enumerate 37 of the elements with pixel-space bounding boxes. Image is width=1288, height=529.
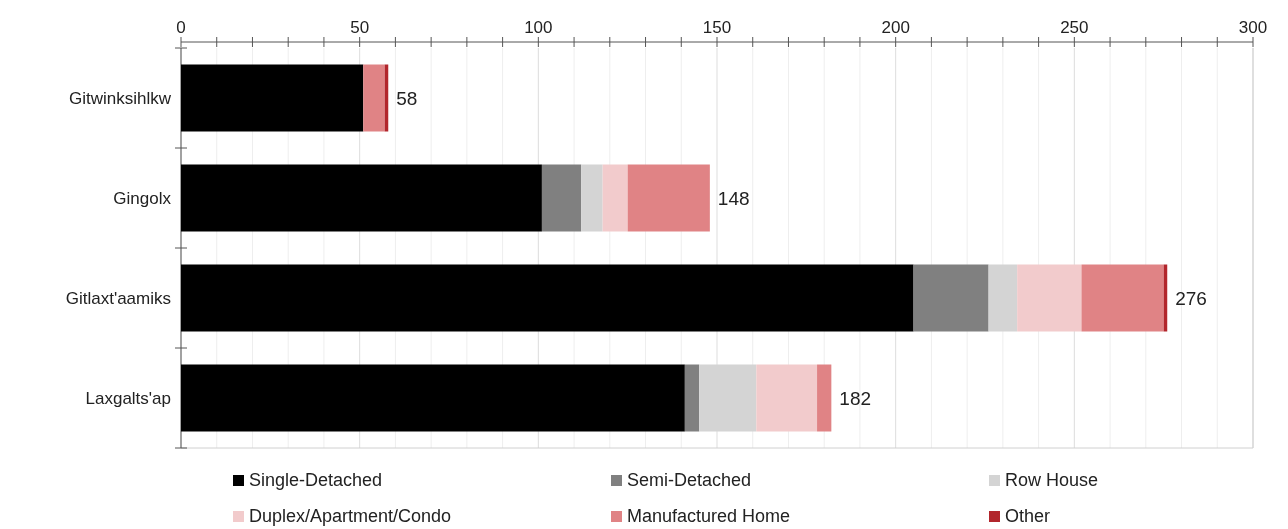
bar (181, 364, 685, 432)
y-tick-label: Laxgalts'ap (85, 389, 171, 408)
bar (541, 164, 582, 232)
bar (988, 264, 1018, 332)
total-label: 276 (1175, 288, 1207, 309)
bar (363, 64, 385, 132)
y-tick-label: Gitlaxt'aamiks (65, 289, 171, 308)
y-tick-label: Gitwinksihlkw (68, 89, 172, 108)
bar (581, 164, 603, 232)
total-label: 58 (396, 88, 418, 109)
bar (684, 364, 700, 432)
bar (1081, 264, 1164, 332)
legend-label: Row House (1005, 470, 1099, 490)
bar (1017, 264, 1082, 332)
legend-label: Duplex/Apartment/Condo (249, 506, 452, 526)
bar (181, 164, 542, 232)
x-tick-label: 50 (350, 18, 370, 37)
legend-label: Semi-Detached (627, 470, 752, 490)
x-tick-label: 250 (1060, 18, 1089, 37)
legend-label: Other (1005, 506, 1051, 526)
legend-label: Single-Detached (249, 470, 383, 490)
x-tick-label: 300 (1238, 18, 1268, 37)
total-label: 148 (717, 188, 750, 209)
bar (181, 64, 364, 132)
x-tick-label: 150 (702, 18, 732, 37)
bar (817, 364, 832, 432)
bar (756, 364, 818, 432)
bar (627, 164, 710, 232)
total-label: 182 (839, 388, 872, 409)
x-tick-label: 200 (881, 18, 910, 37)
x-tick-label: 0 (176, 18, 186, 37)
bar (602, 164, 628, 232)
bar (181, 264, 914, 332)
x-tick-label: 100 (524, 18, 553, 37)
y-tick-label: Gingolx (113, 189, 172, 208)
bar (913, 264, 989, 332)
legend-label: Manufactured Home (627, 506, 791, 526)
